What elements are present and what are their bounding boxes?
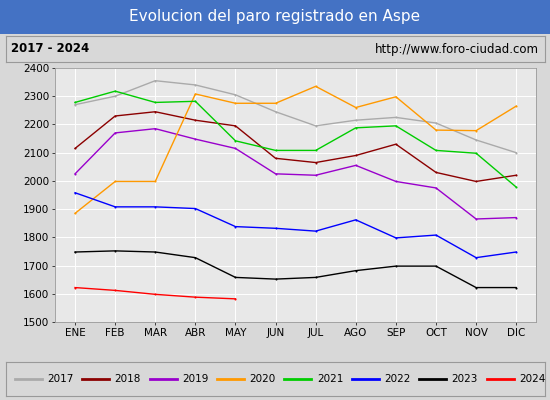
Text: 2017: 2017 (47, 374, 74, 384)
Text: http://www.foro-ciudad.com: http://www.foro-ciudad.com (375, 42, 539, 56)
Text: 2022: 2022 (384, 374, 410, 384)
Text: 2019: 2019 (182, 374, 208, 384)
Text: 2021: 2021 (317, 374, 343, 384)
Text: 2018: 2018 (114, 374, 141, 384)
Text: 2017 - 2024: 2017 - 2024 (11, 42, 89, 56)
Text: 2023: 2023 (452, 374, 478, 384)
Text: 2020: 2020 (249, 374, 276, 384)
Text: 2024: 2024 (519, 374, 545, 384)
Text: Evolucion del paro registrado en Aspe: Evolucion del paro registrado en Aspe (129, 10, 421, 24)
